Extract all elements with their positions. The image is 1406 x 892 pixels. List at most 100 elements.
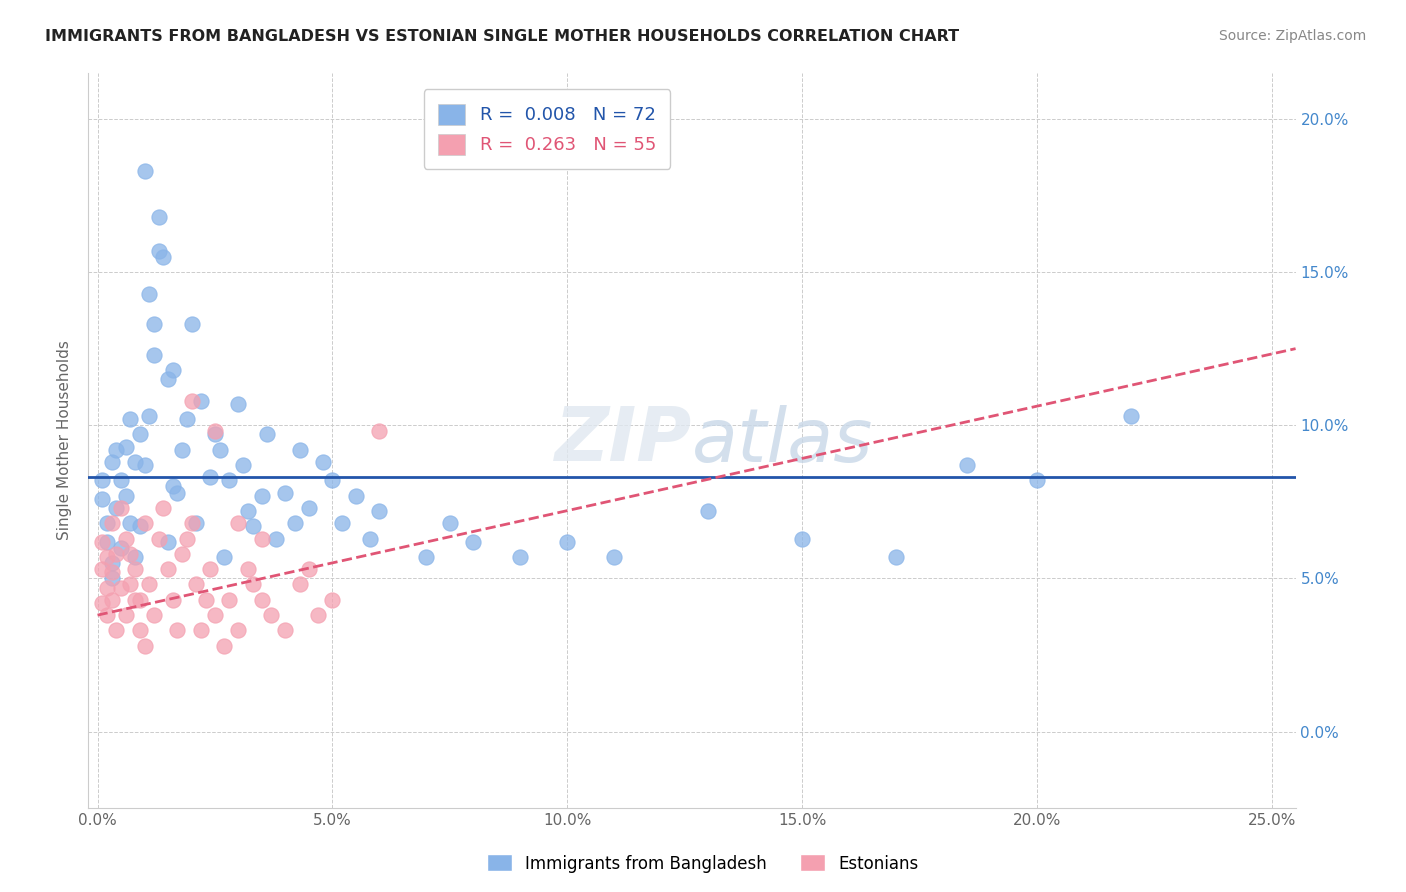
- Point: [330, 516, 353, 531]
- Point: [166, 485, 188, 500]
- Point: [956, 458, 979, 472]
- Point: [114, 440, 136, 454]
- Point: [368, 425, 391, 439]
- Point: [204, 427, 226, 442]
- Point: [321, 592, 343, 607]
- Point: [415, 549, 437, 564]
- Point: [359, 532, 381, 546]
- Point: [100, 566, 122, 580]
- Point: [242, 519, 264, 533]
- Point: [792, 532, 814, 546]
- Point: [256, 427, 278, 442]
- Point: [128, 519, 150, 533]
- Point: [228, 624, 250, 638]
- Point: [307, 608, 329, 623]
- Point: [100, 455, 122, 469]
- Legend: R =  0.008   N = 72, R =  0.263   N = 55: R = 0.008 N = 72, R = 0.263 N = 55: [423, 89, 671, 169]
- Point: [138, 577, 160, 591]
- Legend: Immigrants from Bangladesh, Estonians: Immigrants from Bangladesh, Estonians: [481, 847, 925, 880]
- Point: [105, 547, 128, 561]
- Point: [128, 592, 150, 607]
- Point: [162, 363, 184, 377]
- Point: [96, 608, 118, 623]
- Point: [91, 534, 114, 549]
- Point: [114, 489, 136, 503]
- Point: [120, 412, 142, 426]
- Point: [190, 624, 212, 638]
- Point: [603, 549, 626, 564]
- Point: [110, 474, 132, 488]
- Point: [218, 474, 240, 488]
- Point: [214, 639, 236, 653]
- Point: [124, 562, 146, 576]
- Point: [1026, 474, 1049, 488]
- Text: IMMIGRANTS FROM BANGLADESH VS ESTONIAN SINGLE MOTHER HOUSEHOLDS CORRELATION CHAR: IMMIGRANTS FROM BANGLADESH VS ESTONIAN S…: [45, 29, 959, 44]
- Point: [194, 592, 217, 607]
- Point: [114, 608, 136, 623]
- Point: [200, 562, 222, 576]
- Point: [110, 500, 132, 515]
- Point: [208, 442, 231, 457]
- Text: ZIP: ZIP: [554, 404, 692, 477]
- Point: [91, 562, 114, 576]
- Point: [110, 581, 132, 595]
- Point: [232, 458, 254, 472]
- Point: [344, 489, 367, 503]
- Point: [120, 547, 142, 561]
- Point: [264, 532, 287, 546]
- Point: [180, 393, 202, 408]
- Point: [96, 549, 118, 564]
- Point: [186, 577, 208, 591]
- Point: [134, 639, 156, 653]
- Point: [157, 534, 180, 549]
- Point: [228, 516, 250, 531]
- Point: [134, 516, 156, 531]
- Point: [91, 474, 114, 488]
- Point: [142, 317, 165, 331]
- Point: [204, 425, 226, 439]
- Point: [142, 608, 165, 623]
- Point: [697, 504, 720, 518]
- Point: [250, 592, 273, 607]
- Point: [162, 479, 184, 493]
- Point: [134, 164, 156, 178]
- Point: [172, 442, 194, 457]
- Text: Source: ZipAtlas.com: Source: ZipAtlas.com: [1219, 29, 1367, 43]
- Point: [190, 393, 212, 408]
- Point: [162, 592, 184, 607]
- Point: [463, 534, 485, 549]
- Point: [274, 485, 297, 500]
- Point: [298, 562, 321, 576]
- Point: [274, 624, 297, 638]
- Point: [91, 596, 114, 610]
- Point: [96, 516, 118, 531]
- Point: [120, 516, 142, 531]
- Point: [236, 562, 259, 576]
- Point: [124, 592, 146, 607]
- Point: [105, 624, 128, 638]
- Point: [148, 244, 170, 258]
- Point: [134, 458, 156, 472]
- Point: [100, 516, 122, 531]
- Point: [228, 397, 250, 411]
- Point: [298, 500, 321, 515]
- Point: [110, 541, 132, 555]
- Point: [172, 547, 194, 561]
- Point: [180, 516, 202, 531]
- Point: [148, 210, 170, 224]
- Point: [236, 504, 259, 518]
- Point: [100, 592, 122, 607]
- Point: [312, 455, 335, 469]
- Point: [218, 592, 240, 607]
- Point: [124, 455, 146, 469]
- Point: [186, 516, 208, 531]
- Point: [138, 409, 160, 423]
- Point: [100, 571, 122, 585]
- Point: [176, 532, 198, 546]
- Point: [250, 532, 273, 546]
- Point: [91, 491, 114, 506]
- Point: [200, 470, 222, 484]
- Point: [214, 549, 236, 564]
- Point: [128, 427, 150, 442]
- Point: [557, 534, 579, 549]
